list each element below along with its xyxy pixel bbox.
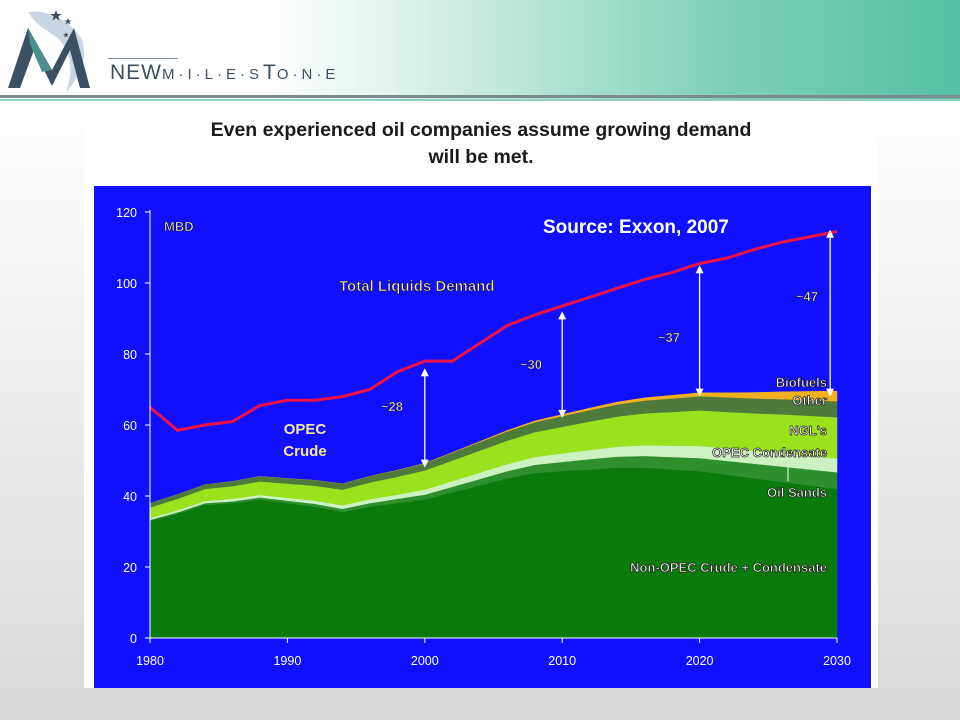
y-tick-label: 0 [130, 632, 137, 646]
x-tick-label: 2020 [686, 654, 714, 668]
opec-crude-label-line1: OPEC [284, 421, 327, 438]
title-line-2: will be met. [428, 146, 534, 168]
gap-arrow-head-down [420, 459, 429, 468]
gap-value-label: ~30 [520, 357, 542, 372]
ngls-label: NGL's [789, 423, 827, 438]
gap-value-label: ~47 [796, 289, 818, 304]
x-tick-label: 2000 [411, 654, 439, 668]
total-demand-label: Total Liquids Demand [339, 278, 495, 295]
x-tick-label: 1990 [273, 654, 301, 668]
oil-sands-label: Oil Sands [767, 485, 827, 500]
header-divider-accent [0, 99, 960, 101]
newmilestone-logo-icon [8, 10, 90, 92]
brand-name-part3: T [263, 61, 277, 84]
header-divider [0, 95, 960, 98]
non-opec-label: Non-OPEC Crude + Condensate [630, 560, 827, 575]
y-tick-label: 100 [116, 277, 137, 291]
gap-arrow-head-down [826, 388, 835, 397]
gap-arrow-head-up [826, 229, 835, 238]
page-title: Even experienced oil companies assume gr… [84, 117, 878, 171]
y-tick-label: 60 [123, 419, 137, 433]
opec-crude-label-line2: Crude [283, 443, 326, 460]
y-tick-label: 40 [123, 490, 137, 504]
brand-name-part2: M·I·L·E·S [162, 66, 263, 83]
gap-arrow-head-up [558, 311, 567, 320]
y-tick-label: 80 [123, 348, 137, 362]
unit-label: MBD [164, 219, 194, 234]
other-label: Other [792, 393, 827, 408]
total-liquids-demand-line [149, 230, 838, 432]
brand-name-part1: NEW [110, 61, 162, 84]
source-label: Source: Exxon, 2007 [543, 217, 729, 238]
gap-arrow-head-down [695, 388, 704, 397]
chart-axes: 0 20 40 60 80 100 120 1980 1990 2000 2010 2020 2030 [116, 206, 851, 668]
gap-value-label: ~37 [658, 330, 680, 345]
title-line-1: Even experienced oil companies assume gr… [210, 119, 752, 141]
y-tick-label: 120 [116, 206, 137, 220]
gap-arrow-head-up [695, 265, 704, 274]
chart-labels: Source: Exxon, 2007 MBD Total Liquids De… [164, 217, 828, 575]
brand-wordmark: NEWM·I·L·E·STO·N·E [110, 61, 339, 85]
brand-rule [108, 58, 178, 59]
x-tick-label: 1980 [136, 654, 164, 668]
header-band [0, 0, 960, 100]
gap-value-label: ~28 [381, 399, 403, 414]
gap-arrow-head-up [420, 368, 429, 377]
x-tick-label: 2030 [823, 654, 851, 668]
x-tick-label: 2010 [548, 654, 576, 668]
y-tick-label: 20 [123, 561, 137, 575]
gap-arrows: ~28 ~30 ~37 ~47 [381, 229, 835, 468]
biofuels-label: Biofuels [776, 375, 827, 390]
opec-condensate-label: OPEC Condensate [712, 445, 827, 460]
brand-name-part4: O·N·E [276, 66, 340, 83]
gap-arrow-head-down [558, 409, 567, 418]
